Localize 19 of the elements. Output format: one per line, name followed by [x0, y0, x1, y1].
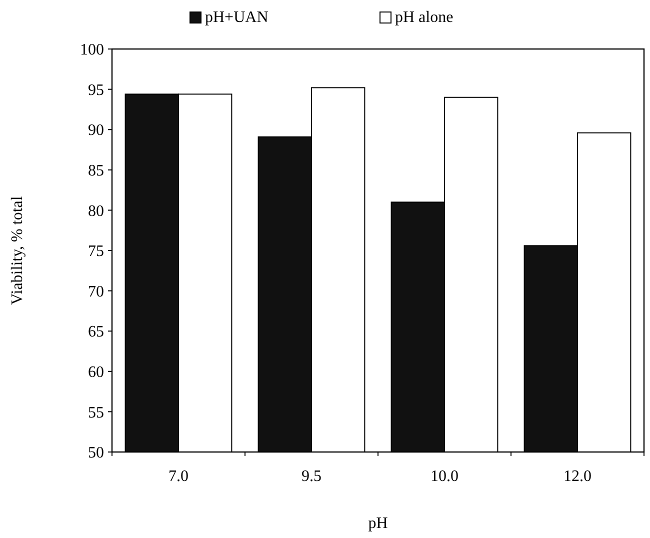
y-tick-label: 90 — [88, 122, 104, 140]
x-tick-label: 12.0 — [564, 468, 592, 485]
y-tick-label: 85 — [88, 162, 104, 180]
y-tick-label: 75 — [88, 243, 104, 260]
y-tick-label: 100 — [80, 42, 104, 59]
y-tick-label: 60 — [88, 364, 104, 381]
legend-label: pH+UAN — [205, 9, 269, 26]
y-axis-title: Viability, % total — [9, 196, 26, 305]
x-axis-title: pH — [368, 515, 388, 532]
y-tick-label: 65 — [88, 324, 104, 341]
x-tick-label: 7.0 — [168, 468, 188, 485]
y-tick-label: 50 — [88, 444, 104, 462]
legend-label: pH alone — [395, 9, 454, 26]
y-tick-label: 70 — [88, 283, 104, 300]
y-tick-label: 55 — [88, 404, 104, 422]
x-tick-label: 9.5 — [302, 468, 322, 485]
y-tick-label: 95 — [88, 82, 104, 99]
y-tick-label: 80 — [88, 202, 104, 220]
x-tick-label: 10.0 — [430, 468, 458, 485]
